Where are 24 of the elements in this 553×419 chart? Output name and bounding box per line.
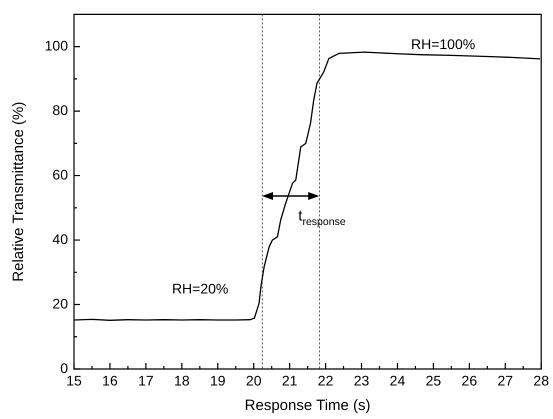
x-tick-label: 24 xyxy=(390,372,406,388)
x-tick-label: 28 xyxy=(533,372,550,388)
x-tick-label: 23 xyxy=(354,372,370,388)
x-tick-label: 20 xyxy=(246,372,262,388)
x-tick-label: 27 xyxy=(497,372,514,388)
x-tick-label: 15 xyxy=(66,372,82,388)
y-tick-label: 80 xyxy=(52,102,68,118)
annotation: RH=100% xyxy=(410,36,476,52)
x-tick-label: 21 xyxy=(282,372,298,388)
y-tick-label: 60 xyxy=(52,166,68,182)
x-tick-label: 18 xyxy=(174,372,190,388)
x-tick-label: 19 xyxy=(210,372,226,388)
y-tick-label: 20 xyxy=(52,295,68,312)
y-axis-title: Relative Transmittance (%) xyxy=(10,102,28,282)
x-tick-label: 22 xyxy=(318,372,334,388)
annotation: RH=20% xyxy=(172,280,228,296)
y-tick-label: 0 xyxy=(60,360,68,376)
x-tick-label: 16 xyxy=(102,372,118,388)
y-tick-label: 40 xyxy=(52,230,68,247)
x-axis-title: Response Time (s) xyxy=(244,397,371,414)
x-tick-label: 25 xyxy=(426,372,442,388)
x-tick-label: 17 xyxy=(138,372,154,388)
x-tick-label: 26 xyxy=(462,372,478,388)
y-tick-label: 100 xyxy=(44,37,68,54)
